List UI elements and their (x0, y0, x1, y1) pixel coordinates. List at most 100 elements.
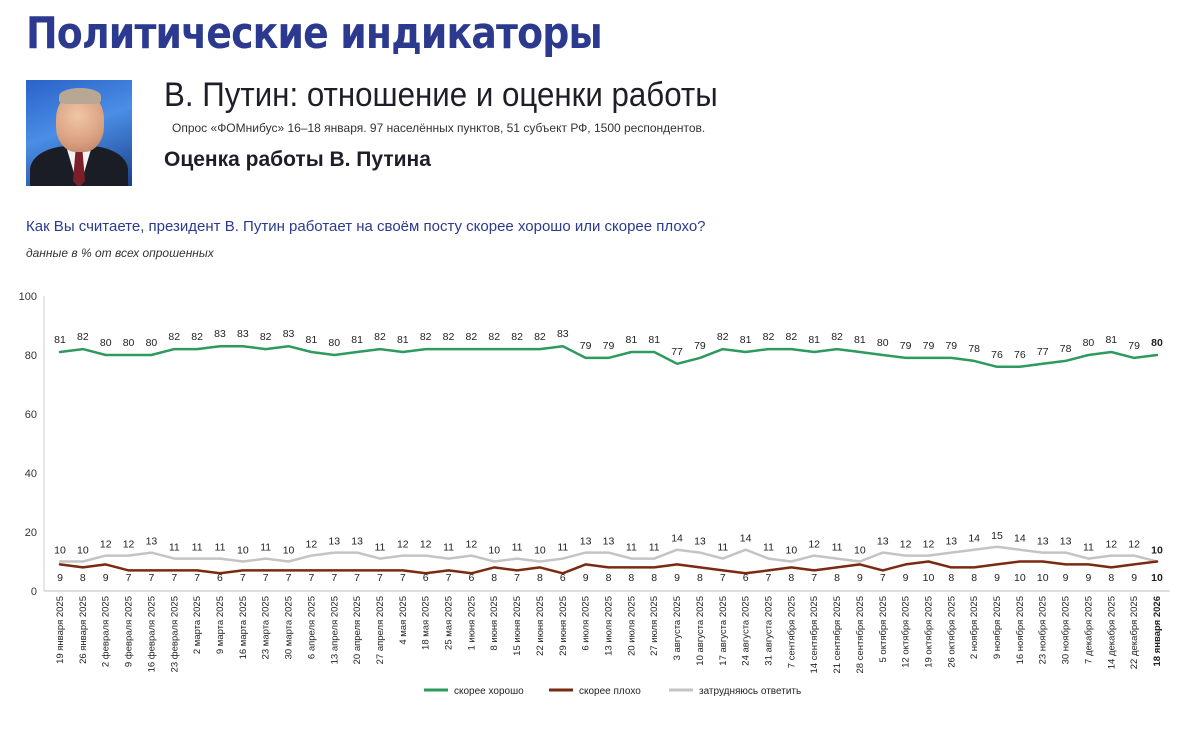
y-tick-label: 0 (31, 586, 37, 598)
data-label-unsure: 13 (945, 536, 957, 548)
x-tick-label: 1 июня 2025 (466, 596, 477, 651)
data-label-bad: 10 (923, 572, 935, 584)
data-label-bad: 7 (308, 572, 314, 584)
section-title: Оценка работы В. Путина (164, 148, 431, 171)
data-label-bad: 9 (583, 572, 589, 584)
data-label-bad: 8 (788, 572, 794, 584)
data-label-unsure: 11 (763, 542, 774, 554)
x-tick-label: 26 января 2025 (78, 596, 89, 664)
y-tick-label: 80 (25, 350, 37, 362)
data-label-unsure: 12 (123, 539, 135, 551)
series-line-2 (58, 545, 1159, 563)
data-label-unsure: 12 (900, 539, 912, 551)
data-label-unsure: 12 (808, 539, 820, 551)
data-label-good: 77 (671, 346, 683, 358)
page-title: Политические индикаторы (26, 8, 603, 59)
data-label-unsure: 11 (832, 542, 843, 554)
data-label-good: 80 (328, 337, 340, 349)
x-tick-label: 15 июня 2025 (512, 596, 523, 656)
data-note: данные в % от всех опрошенных (26, 246, 214, 260)
x-tick-label: 13 апреля 2025 (329, 596, 340, 664)
x-tick-label: 24 августа 2025 (741, 596, 752, 666)
x-tick-label: 7 декабря 2025 (1083, 596, 1094, 664)
data-label-unsure: 14 (1014, 533, 1026, 545)
data-label-good: 79 (900, 340, 912, 352)
data-label-bad: 9 (1131, 572, 1137, 584)
data-label-good: 79 (580, 340, 592, 352)
data-label-unsure: 15 (991, 530, 1003, 542)
x-tick-label: 23 ноября 2025 (1038, 596, 1049, 664)
data-label-unsure: 10 (77, 545, 89, 557)
data-label-good: 82 (443, 331, 455, 343)
x-tick-label: 27 апреля 2025 (375, 596, 386, 664)
data-label-bad: 7 (400, 572, 406, 584)
x-tick-label: 8 июня 2025 (489, 596, 500, 651)
data-label-good: 78 (968, 343, 980, 355)
data-label-bad: 9 (857, 572, 863, 584)
data-label-bad: 8 (606, 572, 612, 584)
data-label-good: 79 (1128, 340, 1140, 352)
x-tick-label: 9 марта 2025 (215, 596, 226, 654)
data-label-unsure: 12 (1105, 539, 1117, 551)
data-label-good: 82 (191, 331, 203, 343)
data-label-good: 80 (1151, 337, 1163, 349)
legend-label-0: скорее хорошо (454, 686, 524, 697)
x-tick-label: 20 июля 2025 (626, 596, 637, 656)
x-tick-label: 25 мая 2025 (444, 596, 455, 650)
data-label-unsure: 11 (443, 542, 454, 554)
data-label-good: 80 (146, 337, 158, 349)
x-tick-label: 21 сентября 2025 (832, 596, 843, 674)
data-label-good: 83 (237, 328, 249, 340)
data-label-unsure: 10 (854, 545, 866, 557)
x-tick-label: 30 марта 2025 (284, 596, 295, 659)
data-label-bad: 7 (514, 572, 520, 584)
data-label-good: 79 (923, 340, 935, 352)
data-label-bad: 7 (126, 572, 132, 584)
data-label-unsure: 12 (420, 539, 432, 551)
y-tick-label: 20 (25, 527, 37, 539)
data-label-bad: 7 (331, 572, 337, 584)
data-label-bad: 7 (240, 572, 246, 584)
data-label-unsure: 11 (626, 542, 637, 554)
data-label-bad: 7 (377, 572, 383, 584)
x-tick-label: 14 декабря 2025 (1106, 596, 1117, 669)
data-label-unsure: 13 (694, 536, 706, 548)
data-label-unsure: 11 (1083, 542, 1094, 554)
data-label-good: 80 (1083, 337, 1095, 349)
data-label-bad: 8 (697, 572, 703, 584)
x-tick-label: 30 ноября 2025 (1061, 596, 1072, 664)
data-label-good: 82 (534, 331, 546, 343)
data-label-unsure: 11 (649, 542, 660, 554)
data-label-good: 82 (374, 331, 386, 343)
data-label-bad: 6 (560, 572, 566, 584)
data-label-good: 81 (740, 334, 752, 346)
data-label-unsure: 11 (557, 542, 568, 554)
data-label-good: 82 (763, 331, 775, 343)
data-label-bad: 7 (148, 572, 154, 584)
data-label-unsure: 13 (603, 536, 615, 548)
survey-question: Как Вы считаете, президент В. Путин рабо… (26, 218, 706, 235)
data-label-bad: 9 (103, 572, 109, 584)
portrait-photo (26, 80, 132, 186)
data-label-good: 82 (831, 331, 843, 343)
subtitle: В. Путин: отношение и оценки работы (164, 76, 718, 114)
data-label-bad: 9 (994, 572, 1000, 584)
data-label-good: 76 (1014, 349, 1026, 361)
x-tick-label: 20 апреля 2025 (352, 596, 363, 664)
data-label-bad: 7 (766, 572, 772, 584)
data-label-bad: 6 (217, 572, 223, 584)
x-tick-label: 19 января 2025 (55, 596, 66, 664)
data-label-unsure: 13 (1037, 536, 1049, 548)
data-label-bad: 7 (354, 572, 360, 584)
data-label-unsure: 13 (328, 536, 340, 548)
data-label-unsure: 11 (512, 542, 523, 554)
data-label-bad: 10 (1014, 572, 1026, 584)
data-label-bad: 8 (80, 572, 86, 584)
data-label-good: 83 (214, 328, 226, 340)
data-label-bad: 9 (1063, 572, 1069, 584)
data-label-unsure: 13 (146, 536, 158, 548)
data-label-good: 81 (1105, 334, 1117, 346)
x-tick-label: 18 мая 2025 (421, 596, 432, 650)
data-label-good: 77 (1037, 346, 1049, 358)
data-label-bad: 9 (1086, 572, 1092, 584)
